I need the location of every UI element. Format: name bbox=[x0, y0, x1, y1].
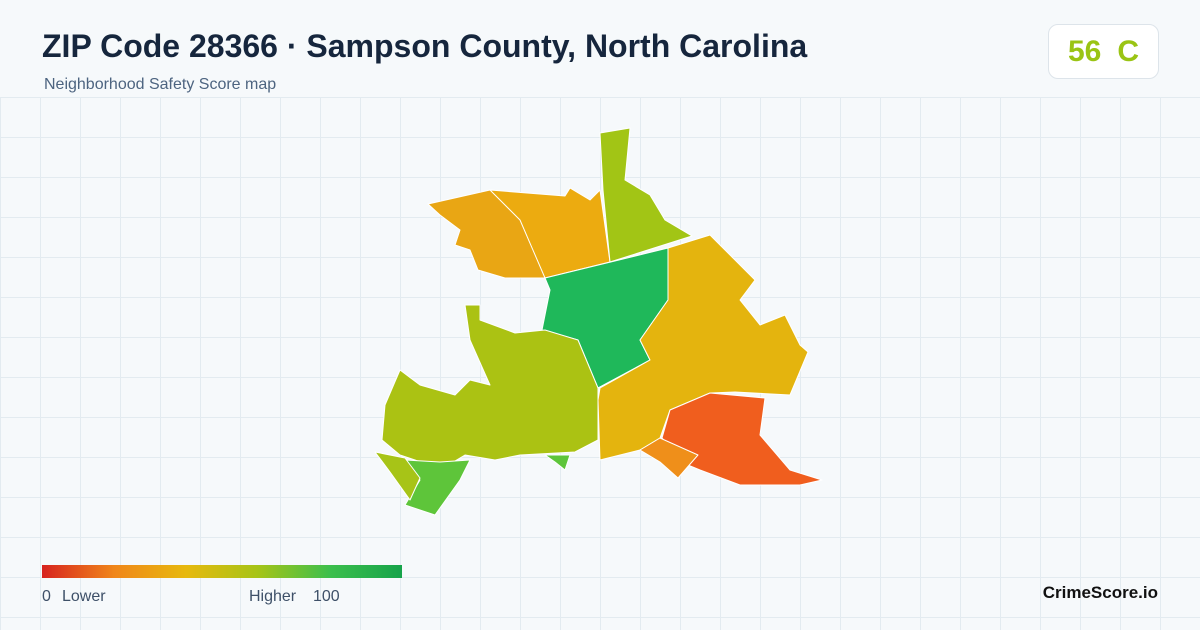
legend-min-label: Lower bbox=[62, 588, 106, 605]
legend-gradient bbox=[42, 565, 402, 578]
legend-max-label: Higher bbox=[249, 588, 297, 605]
region bbox=[489, 187, 611, 279]
region bbox=[599, 127, 693, 263]
legend-max: 100 bbox=[313, 588, 340, 605]
region bbox=[544, 454, 571, 471]
score-badge: 56 C bbox=[1048, 24, 1159, 79]
score-grade: C bbox=[1117, 34, 1140, 68]
title: ZIP Code 28366 · Sampson County, North C… bbox=[42, 28, 808, 64]
region bbox=[639, 437, 699, 479]
subtitle: Neighborhood Safety Score map bbox=[44, 76, 277, 93]
legend-min: 0 bbox=[42, 588, 51, 605]
score-value: 56 bbox=[1067, 34, 1102, 68]
region bbox=[661, 392, 823, 486]
region bbox=[374, 451, 421, 501]
brand: CrimeScore.io bbox=[1042, 583, 1158, 602]
